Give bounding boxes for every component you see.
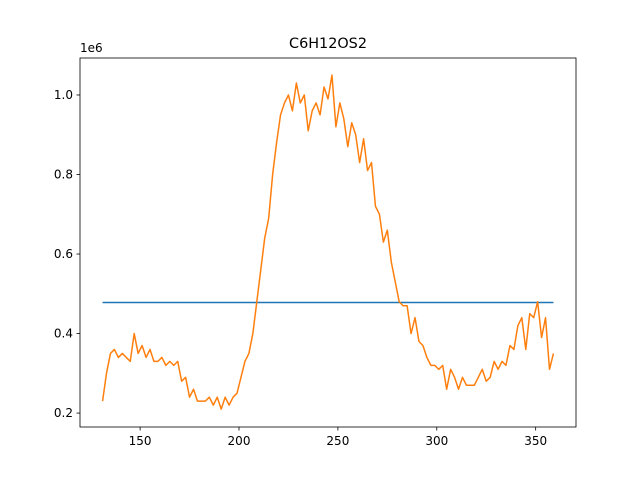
y-offset-label: 1e6 [80,41,103,55]
x-tick-label: 250 [326,434,349,448]
chart-title: C6H12OS2 [289,36,367,52]
y-tick-label: 0.6 [54,247,73,261]
x-tick-label: 350 [524,434,547,448]
y-tick-label: 0.2 [54,406,73,420]
x-tick-label: 200 [228,434,251,448]
y-tick-label: 0.8 [54,168,73,182]
plot-frame [79,57,577,428]
x-tick-label: 150 [129,434,152,448]
x-tick-label: 300 [425,434,448,448]
y-tick-label: 1.0 [54,88,73,102]
y-tick-label: 0.4 [54,327,73,341]
line-series [101,74,555,410]
